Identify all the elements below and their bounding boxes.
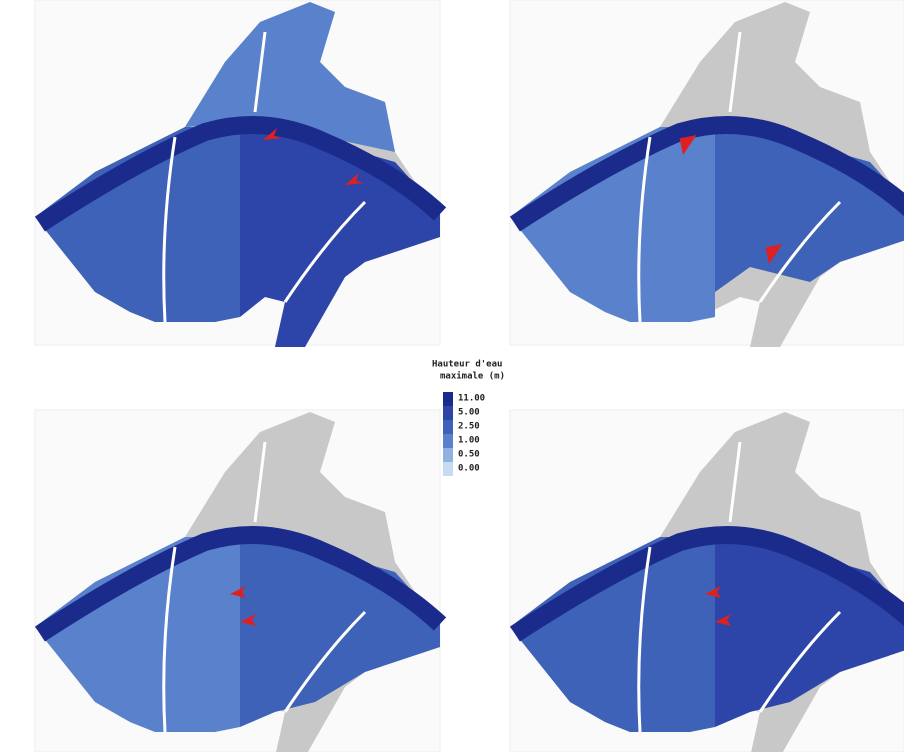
legend-label: 11.00 bbox=[458, 394, 485, 404]
legend-label: 2.50 bbox=[458, 422, 480, 432]
legend-label: 1.00 bbox=[458, 436, 480, 446]
legend-swatch bbox=[443, 434, 453, 448]
legend-swatch bbox=[443, 406, 453, 420]
legend-swatch bbox=[443, 462, 453, 476]
legend-swatch bbox=[443, 448, 453, 462]
legend-label: 5.00 bbox=[458, 408, 480, 418]
legend-title: maximale (m) bbox=[440, 371, 505, 382]
figure: Hauteur d'eau maximale (m) 11.00 5.00 2.50… bbox=[0, 0, 904, 752]
legend-swatch bbox=[443, 420, 453, 434]
legend-title: Hauteur d'eau bbox=[432, 360, 502, 370]
legend-swatch bbox=[443, 392, 453, 406]
legend-label: 0.00 bbox=[458, 464, 480, 474]
legend-label: 0.50 bbox=[458, 450, 480, 460]
legend: Hauteur d'eau maximale (m) 11.00 5.00 2.50… bbox=[432, 360, 505, 477]
